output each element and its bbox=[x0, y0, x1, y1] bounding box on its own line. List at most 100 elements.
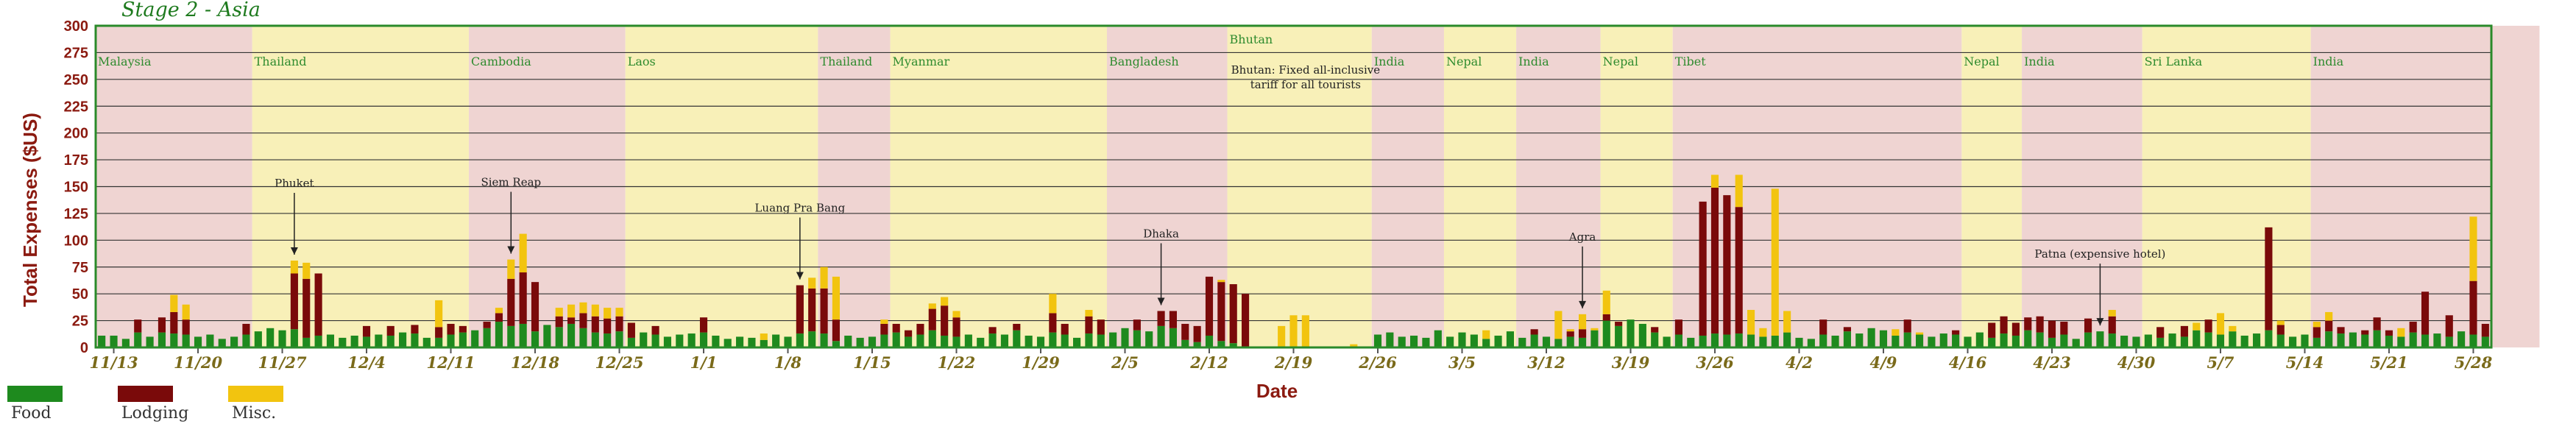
bar-food bbox=[2084, 332, 2092, 347]
bar-food bbox=[604, 333, 612, 347]
bar-food bbox=[2108, 333, 2116, 347]
bar-food bbox=[1615, 325, 1623, 347]
bar-food bbox=[1109, 332, 1117, 347]
bar-food bbox=[2193, 330, 2201, 347]
bar-food bbox=[2397, 336, 2405, 347]
bar-food bbox=[1747, 334, 1755, 347]
bar-lodging bbox=[591, 316, 599, 333]
bar-misc bbox=[579, 302, 587, 314]
bar-food bbox=[916, 334, 924, 347]
bar-food bbox=[591, 332, 599, 347]
bar-lodging bbox=[2481, 323, 2489, 337]
bar-lodging bbox=[1217, 282, 1225, 342]
bar-lodging bbox=[2000, 316, 2008, 334]
bar-food bbox=[2011, 335, 2020, 347]
bar-misc bbox=[1747, 310, 1755, 335]
bar-lodging bbox=[1566, 331, 1574, 337]
bar-lodging bbox=[435, 327, 443, 338]
bar-food bbox=[350, 335, 358, 347]
y-tick-label: 100 bbox=[64, 233, 88, 249]
bar-food bbox=[1627, 319, 1635, 347]
bar-food bbox=[1831, 335, 1839, 347]
bar-food bbox=[1964, 336, 1972, 347]
bar-lodging bbox=[1615, 322, 1623, 326]
bar-misc bbox=[435, 300, 443, 328]
bar-lodging bbox=[916, 323, 924, 335]
bar-lodging bbox=[1169, 311, 1178, 328]
bar-food bbox=[1205, 335, 1214, 347]
bar-food bbox=[1903, 332, 1911, 347]
x-tick-label: 4/9 bbox=[1870, 353, 1897, 372]
bar-food bbox=[2276, 334, 2285, 347]
bar-lodging bbox=[1651, 327, 1659, 333]
country-labels: Malaysia Thailand Cambodia Laos Thailand Myan… bbox=[98, 32, 2344, 68]
bar-lodging bbox=[699, 317, 708, 333]
bar-lodging bbox=[880, 323, 888, 335]
bar-food bbox=[1409, 335, 1418, 347]
bar-food bbox=[1663, 336, 1671, 347]
bar-lodging bbox=[905, 330, 913, 337]
bar-lodging bbox=[2469, 280, 2477, 335]
bar-food bbox=[2180, 336, 2188, 347]
bar-lodging bbox=[555, 316, 563, 328]
bar-food bbox=[2132, 336, 2140, 347]
bar-lodging bbox=[1157, 311, 1165, 326]
bar-food bbox=[1073, 337, 1081, 347]
bar-food bbox=[2433, 333, 2441, 347]
x-tick-label: 1/1 bbox=[690, 353, 718, 372]
bar-food bbox=[2265, 330, 2273, 347]
x-tick-label: 1/29 bbox=[1022, 353, 1060, 372]
bar-lodging bbox=[531, 282, 539, 332]
annotation-arrowhead bbox=[796, 272, 804, 280]
x-tick-label: 4/23 bbox=[2033, 353, 2071, 372]
bar-food bbox=[772, 334, 780, 347]
bar-food bbox=[1482, 339, 1490, 347]
bar-food bbox=[615, 331, 623, 347]
x-tick-label: 5/28 bbox=[2455, 353, 2493, 372]
bar-misc bbox=[1278, 325, 1286, 347]
country-label: India bbox=[1374, 54, 1405, 68]
bar-food bbox=[988, 333, 997, 347]
bar-food bbox=[2000, 333, 2008, 347]
x-tick-label: 1/22 bbox=[938, 353, 976, 372]
bar-lodging bbox=[1530, 329, 1538, 335]
bar-food bbox=[411, 333, 419, 347]
bar-lodging bbox=[1674, 319, 1682, 335]
bar-food bbox=[1759, 336, 1767, 347]
bar-food bbox=[1036, 336, 1045, 347]
bar-lodging bbox=[483, 322, 491, 328]
bar-food bbox=[2048, 337, 2056, 347]
bar-food bbox=[1085, 333, 1093, 347]
bar-food bbox=[2349, 332, 2357, 347]
bar-food bbox=[640, 332, 648, 347]
bar-food bbox=[1217, 341, 1225, 347]
x-tick-label: 3/19 bbox=[1612, 353, 1650, 372]
bar-lodging bbox=[988, 327, 997, 334]
bar-food bbox=[1879, 330, 1888, 347]
bar-misc bbox=[1301, 315, 1309, 347]
country-label: Myanmar bbox=[893, 54, 950, 68]
bar-misc bbox=[2108, 310, 2116, 317]
bar-misc bbox=[1049, 294, 1057, 314]
bar-food bbox=[121, 339, 130, 347]
bar-misc bbox=[567, 304, 576, 318]
bar-food bbox=[844, 335, 852, 347]
bar-misc bbox=[2216, 313, 2225, 335]
y-tick-label: 150 bbox=[64, 180, 88, 196]
bar-lodging bbox=[615, 316, 623, 332]
bar-food bbox=[2024, 330, 2032, 347]
bar-lodging bbox=[134, 319, 142, 333]
bar-food bbox=[314, 335, 322, 347]
bar-food bbox=[699, 332, 708, 347]
x-tick-label: 2/26 bbox=[1358, 353, 1397, 372]
bar-food bbox=[1915, 334, 1924, 347]
bar-lodging bbox=[1013, 323, 1021, 331]
bar-food bbox=[1952, 334, 1960, 347]
legend-label: Lodging bbox=[121, 404, 188, 423]
bar-misc bbox=[1217, 280, 1225, 283]
bar-food bbox=[964, 334, 972, 347]
bar-food bbox=[941, 335, 949, 347]
bar-food bbox=[134, 332, 142, 347]
annotation-label: Luang Pra Bang bbox=[754, 202, 845, 215]
x-tick-label: 3/26 bbox=[1696, 353, 1734, 372]
